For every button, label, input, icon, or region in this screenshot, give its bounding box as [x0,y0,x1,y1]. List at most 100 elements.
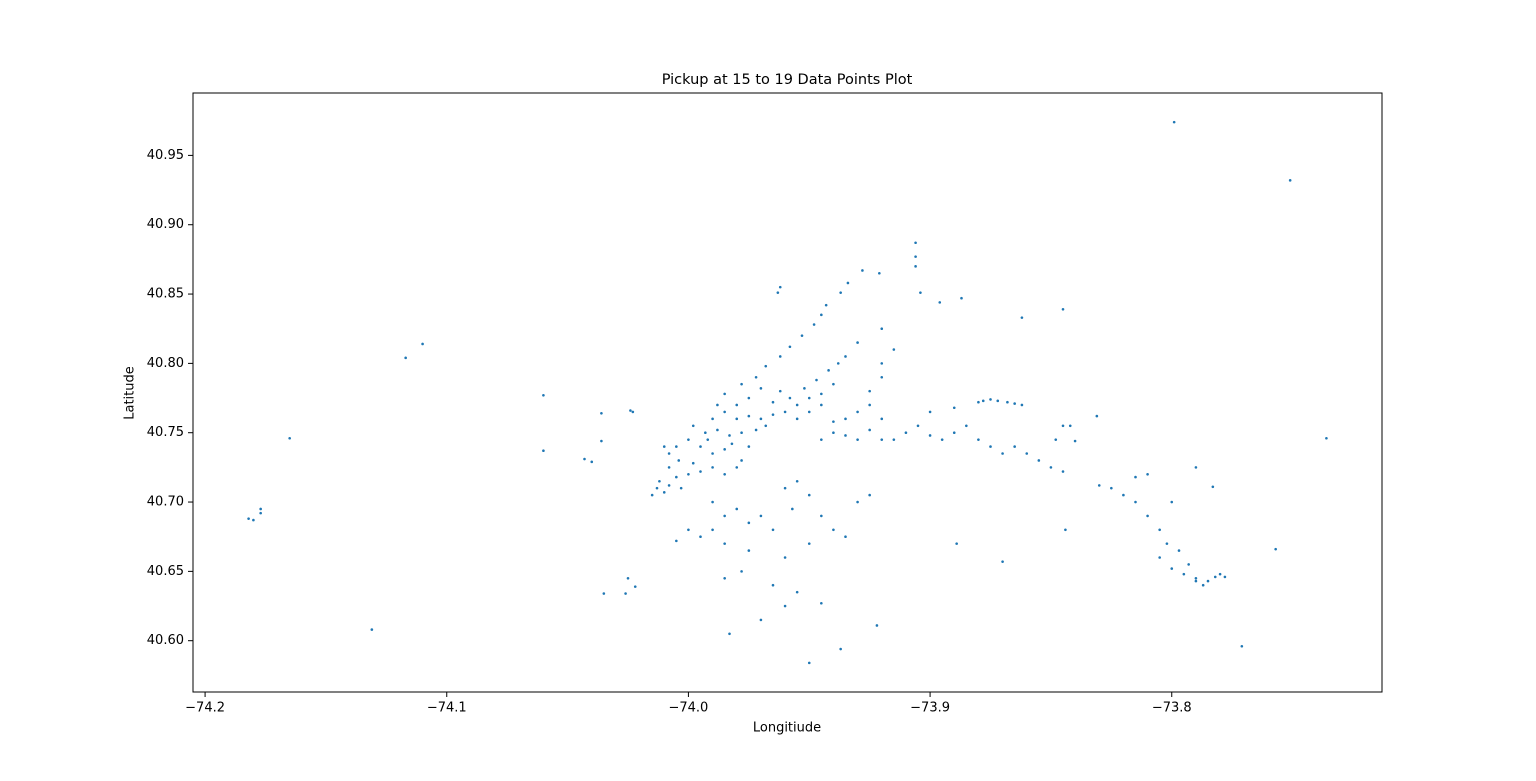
y-tick-label: 40.90 [147,217,184,232]
point [691,461,695,465]
point [759,387,763,390]
point [832,382,835,386]
x-tick-label: −73.9 [910,701,950,716]
point [778,389,782,393]
point [783,486,787,490]
point [288,436,291,440]
point [832,431,835,435]
point [820,392,823,396]
y-tick-label: 40.65 [147,564,184,579]
point [716,403,719,407]
point [735,403,739,407]
point [836,362,840,365]
point [996,399,1000,403]
point [740,431,743,435]
point [844,535,847,539]
point [955,542,958,545]
point [1187,563,1190,566]
point [1182,572,1186,576]
point [723,542,726,545]
point [711,528,714,532]
point [583,457,586,461]
point [839,647,842,651]
point [938,301,942,304]
point [856,500,859,504]
point [730,442,734,446]
point [247,517,250,520]
point [783,410,787,414]
point [783,604,787,608]
point [1223,575,1227,579]
point [740,570,743,573]
point [1025,452,1029,455]
point [778,355,782,358]
point [747,445,751,448]
point [675,475,678,479]
y-axis-label: Latitude [123,366,138,420]
point [716,428,719,432]
point [989,445,992,448]
point [735,417,739,421]
point [878,271,881,275]
point [856,341,859,344]
point [662,445,666,448]
point [812,323,816,326]
point [904,431,908,435]
point [370,628,374,631]
point [1194,577,1198,580]
point [868,428,871,432]
point [981,399,985,403]
point [600,439,603,443]
point [723,473,726,476]
point [892,438,896,441]
point [1001,560,1004,563]
point [747,521,751,525]
y-tick-label: 40.80 [147,356,184,371]
y-tick-label: 40.75 [147,425,184,440]
point [795,403,799,407]
point [880,417,884,421]
point [1165,542,1169,545]
point [662,491,666,494]
point [791,507,794,511]
point [728,434,731,437]
point [711,500,714,504]
point [764,364,768,368]
point [820,514,823,518]
point [1158,528,1161,532]
point [795,590,799,594]
point [989,398,992,401]
point [747,549,751,552]
point [815,378,818,382]
point [259,507,262,511]
point [675,539,678,543]
point [919,291,922,294]
point [600,411,603,415]
point [1064,528,1067,532]
point [1170,567,1174,570]
point [1073,439,1077,443]
point [1020,403,1024,407]
point [880,375,884,379]
point [1097,484,1101,487]
point [747,396,751,400]
point [778,285,782,289]
point [626,577,630,580]
point [1054,438,1058,441]
point [795,417,799,421]
point [624,592,627,595]
point [590,460,594,464]
point [839,291,842,294]
point [1061,470,1065,473]
chart-title: Pickup at 15 to 19 Data Points Plot [662,72,913,88]
point [868,403,871,407]
point [880,327,884,331]
point [807,542,811,545]
point [691,424,695,428]
point [928,434,932,437]
point [952,406,956,410]
point [1194,466,1198,469]
point [1213,575,1217,579]
point [856,438,859,441]
